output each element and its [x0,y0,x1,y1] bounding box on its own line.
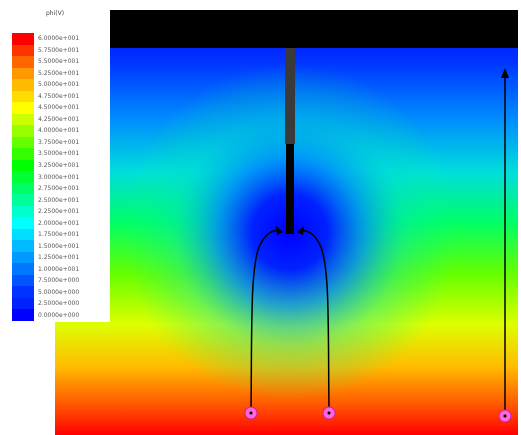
legend-swatch [12,125,34,138]
legend-label: 2.5000e+001 [38,196,80,204]
legend-label: 5.5000e+001 [38,58,80,66]
particle-marker-icon [498,409,512,423]
legend-label: 3.5000e+001 [38,150,80,158]
probe-tip [286,144,294,234]
legend-swatch [12,194,34,207]
legend-swatch [12,205,34,218]
legend-label: 1.0000e+001 [38,265,80,273]
legend-label: 4.2500e+001 [38,115,80,123]
legend-label: 4.7500e+001 [38,92,80,100]
legend-swatch [12,286,34,299]
legend-label: 1.5000e+001 [38,242,80,250]
legend-label: 2.7500e+001 [38,185,80,193]
arrow-head-icon [276,226,283,235]
legend-swatch [12,33,34,46]
legend-label: 1.7500e+001 [38,231,80,239]
probe-insulated-section [285,48,295,144]
top-electrode-plate [110,10,518,48]
legend-label: 2.0000e+001 [38,219,80,227]
particle-marker-icon [244,406,258,420]
legend-swatch [12,79,34,92]
legend-colorbar [12,33,34,322]
particle-marker-icon [322,406,336,420]
legend-label: 0.0000e+000 [38,311,80,319]
legend-swatch [12,263,34,276]
legend-label: 3.7500e+001 [38,138,80,146]
legend-swatch [12,251,34,264]
legend-swatch [12,309,34,322]
color-legend: phi(V) 6.0000e+001 5.7500e+001 5.5000e+001… [6,6,110,322]
legend-label: 4.0000e+001 [38,127,80,135]
legend-swatch [12,182,34,195]
legend-swatch [12,67,34,80]
legend-label: 1.2500e+001 [38,254,80,262]
legend-swatch [12,56,34,69]
legend-title: phi(V) [46,10,65,17]
legend-label: 5.7500e+001 [38,46,80,54]
legend-swatch [12,159,34,172]
legend-label: 7.5000e+000 [38,277,80,285]
trajectory-right [297,229,330,411]
legend-label: 3.0000e+001 [38,173,80,181]
trajectory-left [250,229,283,411]
legend-label: 6.0000e+001 [38,35,80,43]
legend-swatch [12,217,34,230]
legend-label: 5.2500e+001 [38,69,80,77]
legend-swatch [12,44,34,57]
arrow-head-icon [297,226,304,235]
legend-swatch [12,171,34,184]
legend-swatch [12,240,34,253]
legend-label: 5.0000e+001 [38,81,80,89]
legend-swatch [12,148,34,161]
legend-label: 5.0000e+000 [38,288,80,296]
legend-swatch [12,136,34,149]
legend-label: 2.5000e+000 [38,300,80,308]
legend-label: 2.2500e+001 [38,208,80,216]
legend-swatch [12,102,34,115]
legend-swatch [12,228,34,241]
arrow-head-icon [501,68,509,78]
legend-label: 3.2500e+001 [38,161,80,169]
legend-swatch [12,274,34,287]
legend-swatch [12,297,34,310]
legend-label: 4.5000e+001 [38,104,80,112]
legend-swatch [12,90,34,103]
legend-swatch [12,113,34,126]
